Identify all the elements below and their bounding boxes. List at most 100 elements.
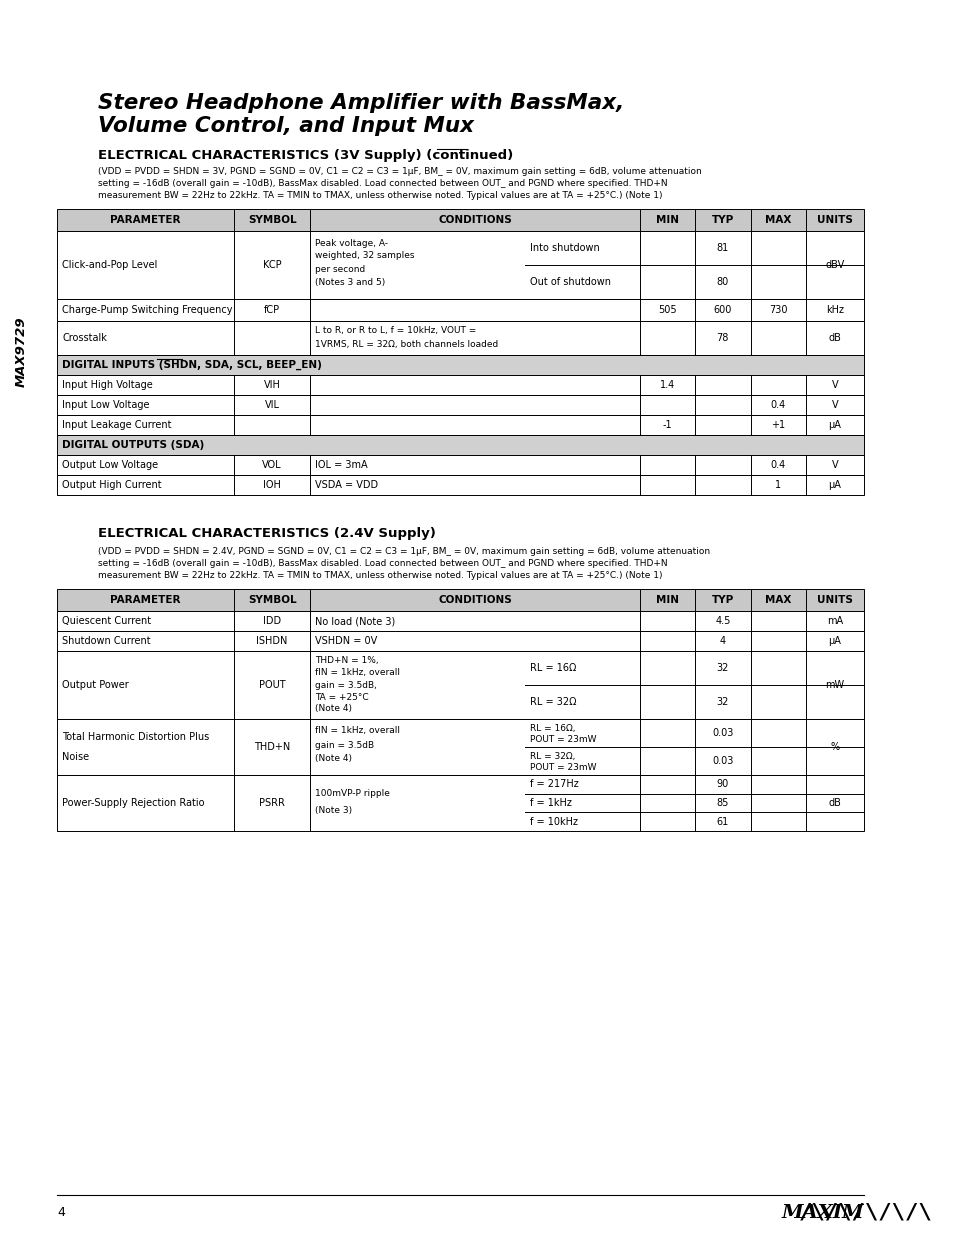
Text: 90: 90: [716, 779, 728, 789]
Text: Power-Supply Rejection Ratio: Power-Supply Rejection Ratio: [62, 798, 204, 808]
Text: MAX: MAX: [764, 595, 791, 605]
Text: DIGITAL INPUTS (SHDN, SDA, SCL, BEEP_EN): DIGITAL INPUTS (SHDN, SDA, SCL, BEEP_EN): [62, 359, 321, 370]
Text: 505: 505: [658, 305, 676, 315]
Text: μA: μA: [828, 480, 841, 490]
Text: V: V: [831, 380, 838, 390]
Bar: [57, 321, 863, 354]
Text: per second: per second: [314, 264, 365, 273]
Text: IOL = 3mA: IOL = 3mA: [314, 459, 367, 471]
Bar: [57, 631, 863, 651]
Text: L to R, or R to L, f = 10kHz, VOUT =: L to R, or R to L, f = 10kHz, VOUT =: [314, 326, 476, 336]
Text: 85: 85: [716, 798, 728, 808]
Text: PSRR: PSRR: [259, 798, 285, 808]
Text: 1.4: 1.4: [659, 380, 675, 390]
Text: Stereo Headphone Amplifier with BassMax,: Stereo Headphone Amplifier with BassMax,: [98, 93, 624, 112]
Text: TA = +25°C: TA = +25°C: [314, 693, 369, 701]
Text: TYP: TYP: [711, 215, 733, 225]
Text: PARAMETER: PARAMETER: [111, 595, 181, 605]
Bar: [57, 375, 863, 395]
Text: RL = 16Ω: RL = 16Ω: [529, 663, 576, 673]
Text: VIH: VIH: [263, 380, 280, 390]
Text: μA: μA: [828, 636, 841, 646]
Text: gain = 3.5dB: gain = 3.5dB: [314, 741, 374, 750]
Text: dB: dB: [828, 333, 841, 343]
Text: 32: 32: [716, 663, 728, 673]
Text: CONDITIONS: CONDITIONS: [437, 595, 512, 605]
Text: Quiescent Current: Quiescent Current: [62, 616, 151, 626]
Text: 0.03: 0.03: [711, 727, 733, 739]
Text: VSDA = VDD: VSDA = VDD: [314, 480, 377, 490]
Text: No load (Note 3): No load (Note 3): [314, 616, 395, 626]
Text: Input High Voltage: Input High Voltage: [62, 380, 152, 390]
Text: ELECTRICAL CHARACTERISTICS (3V Supply) (continued): ELECTRICAL CHARACTERISTICS (3V Supply) (…: [98, 148, 513, 162]
Text: 1: 1: [775, 480, 781, 490]
Text: TYP: TYP: [711, 595, 733, 605]
Text: 100mVP-P ripple: 100mVP-P ripple: [314, 788, 390, 798]
Text: mW: mW: [824, 680, 843, 690]
Text: MAX: MAX: [764, 215, 791, 225]
Text: μA: μA: [828, 420, 841, 430]
Text: 4: 4: [719, 636, 725, 646]
Text: Crosstalk: Crosstalk: [62, 333, 107, 343]
Text: V: V: [831, 459, 838, 471]
Text: fCP: fCP: [264, 305, 280, 315]
Bar: [57, 589, 863, 611]
Text: fIN = 1kHz, overall: fIN = 1kHz, overall: [314, 668, 399, 678]
Text: THD+N: THD+N: [253, 742, 290, 752]
Text: kHz: kHz: [825, 305, 843, 315]
Text: (Note 3): (Note 3): [314, 806, 352, 815]
Text: 80: 80: [716, 277, 728, 287]
Text: MIN: MIN: [656, 215, 679, 225]
Text: f = 10kHz: f = 10kHz: [529, 816, 578, 826]
Text: MAXIM: MAXIM: [781, 1204, 863, 1221]
Text: Peak voltage, A-: Peak voltage, A-: [314, 238, 388, 247]
Text: setting = -16dB (overall gain = -10dB), BassMax disabled. Load connected between: setting = -16dB (overall gain = -10dB), …: [98, 179, 667, 189]
Text: KCP: KCP: [262, 261, 281, 270]
Text: weighted, 32 samples: weighted, 32 samples: [314, 252, 415, 261]
Bar: [57, 395, 863, 415]
Text: 4.5: 4.5: [715, 616, 730, 626]
Text: Out of shutdown: Out of shutdown: [529, 277, 610, 287]
Text: POUT: POUT: [258, 680, 285, 690]
Text: 32: 32: [716, 697, 728, 706]
Text: -1: -1: [662, 420, 672, 430]
Text: %: %: [829, 742, 839, 752]
Text: 600: 600: [713, 305, 731, 315]
Text: 81: 81: [716, 243, 728, 253]
Bar: [57, 475, 863, 495]
Bar: [57, 415, 863, 435]
Text: UNITS: UNITS: [816, 215, 852, 225]
Bar: [57, 611, 863, 631]
Text: CONDITIONS: CONDITIONS: [437, 215, 512, 225]
Text: gain = 3.5dB,: gain = 3.5dB,: [314, 680, 376, 689]
Text: 4: 4: [57, 1207, 65, 1219]
Text: ISHDN: ISHDN: [256, 636, 288, 646]
Text: +1: +1: [770, 420, 784, 430]
Text: f = 1kHz: f = 1kHz: [529, 798, 571, 808]
Text: RL = 16Ω,: RL = 16Ω,: [529, 724, 575, 734]
Text: (Notes 3 and 5): (Notes 3 and 5): [314, 278, 385, 287]
Bar: [57, 719, 863, 776]
Text: Input Low Voltage: Input Low Voltage: [62, 400, 150, 410]
Text: SYMBOL: SYMBOL: [248, 595, 296, 605]
Text: dB: dB: [828, 798, 841, 808]
Text: DIGITAL OUTPUTS (SDA): DIGITAL OUTPUTS (SDA): [62, 440, 204, 450]
Text: Click-and-Pop Level: Click-and-Pop Level: [62, 261, 157, 270]
Text: (VDD = PVDD = SHDN = 3V, PGND = SGND = 0V, C1 = C2 = C3 = 1μF, BM_ = 0V, maximum: (VDD = PVDD = SHDN = 3V, PGND = SGND = 0…: [98, 168, 701, 177]
Text: fIN = 1kHz, overall: fIN = 1kHz, overall: [314, 726, 399, 736]
Bar: [57, 231, 863, 299]
Text: MIN: MIN: [656, 595, 679, 605]
Text: Charge-Pump Switching Frequency: Charge-Pump Switching Frequency: [62, 305, 233, 315]
Text: Volume Control, and Input Mux: Volume Control, and Input Mux: [98, 116, 474, 136]
Bar: [57, 299, 863, 321]
Text: PARAMETER: PARAMETER: [111, 215, 181, 225]
Text: VIL: VIL: [264, 400, 279, 410]
Text: V: V: [831, 400, 838, 410]
Text: /\/\/\/\/\: /\/\/\/\/\: [799, 1203, 932, 1223]
Text: dBV: dBV: [824, 261, 843, 270]
Text: 61: 61: [716, 816, 728, 826]
Text: RL = 32Ω,: RL = 32Ω,: [529, 752, 575, 761]
Text: 78: 78: [716, 333, 728, 343]
Text: POUT = 23mW: POUT = 23mW: [529, 735, 596, 743]
Text: UNITS: UNITS: [816, 595, 852, 605]
